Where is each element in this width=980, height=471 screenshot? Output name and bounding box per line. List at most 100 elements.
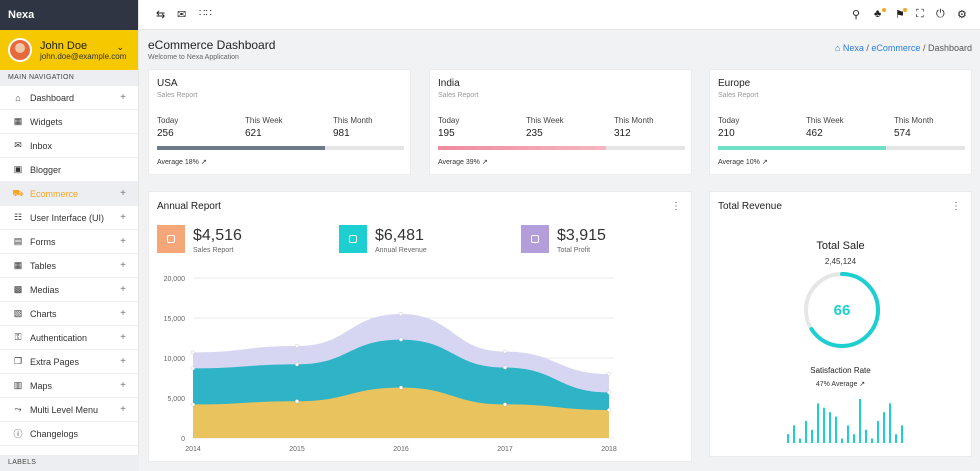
- kpi-subtitle: Sales Report: [438, 92, 479, 99]
- x-tick-label: 2017: [497, 446, 513, 453]
- satisfaction-bar: [793, 425, 795, 443]
- sidebar-item-multi-level-menu[interactable]: ⤳ Multi Level Menu +: [0, 398, 138, 422]
- sidebar-item-extra-pages[interactable]: ❐ Extra Pages +: [0, 350, 138, 374]
- data-point[interactable]: [190, 350, 196, 355]
- kpi-week-value: 235: [526, 128, 543, 139]
- user-panel[interactable]: John Doe john.doe@example.com ⌄: [0, 30, 138, 70]
- sidebar-item-tables[interactable]: ▦ Tables +: [0, 254, 138, 278]
- more-options-icon[interactable]: ⋮: [671, 201, 681, 212]
- area-series-0: [193, 387, 609, 438]
- pages-icon: ❐: [13, 356, 23, 366]
- data-point[interactable]: [606, 390, 612, 395]
- brand-logo[interactable]: Nexa: [0, 0, 138, 30]
- sidebar-item-widgets[interactable]: ▦ Widgets: [0, 110, 138, 134]
- kpi-progress-fill: [157, 146, 325, 150]
- kpi-today-label: Today: [157, 116, 179, 125]
- annual-revenue-label: Annual Revenue: [375, 247, 427, 254]
- data-point[interactable]: [502, 349, 508, 354]
- data-point[interactable]: [606, 407, 612, 413]
- expand-icon[interactable]: +: [120, 92, 126, 103]
- sidebar: Nexa John Doe john.doe@example.com ⌄ MAI…: [0, 0, 139, 471]
- user-email: john.doe@example.com: [40, 51, 127, 61]
- expand-icon[interactable]: +: [120, 188, 126, 199]
- expand-icon[interactable]: +: [120, 404, 126, 415]
- lock-icon: ⚿: [14, 332, 22, 342]
- sidebar-item-label: Charts: [30, 308, 57, 319]
- expand-icon[interactable]: +: [120, 212, 126, 223]
- sidebar-item-user-interface-ui[interactable]: ☷ User Interface (UI) +: [0, 206, 138, 230]
- data-point[interactable]: [294, 398, 300, 404]
- expand-icon[interactable]: +: [120, 284, 126, 295]
- widgets-icon: ▦: [13, 116, 23, 126]
- kpi-average: Average 18% ↗: [157, 159, 207, 166]
- kpi-month-value: 312: [614, 128, 631, 139]
- data-point[interactable]: [294, 343, 300, 349]
- satisfaction-bar: [877, 421, 879, 443]
- sidebar-item-medias[interactable]: ▩ Medias +: [0, 278, 138, 302]
- sidebar-item-label: Ecommerce: [30, 188, 79, 199]
- flag-dot: [903, 8, 907, 12]
- data-point[interactable]: [190, 366, 196, 371]
- sidebar-item-label: Forms: [30, 236, 56, 247]
- gauge-value: 66: [834, 302, 851, 319]
- avatar: [8, 38, 32, 62]
- expand-icon[interactable]: +: [120, 236, 126, 247]
- kpi-card-india: India Sales Report Today This Week This …: [429, 69, 692, 175]
- expand-icon[interactable]: +: [120, 260, 126, 271]
- expand-icon[interactable]: +: [120, 356, 126, 367]
- flag-icon[interactable]: ⚑: [895, 9, 905, 21]
- sidebar-item-ecommerce[interactable]: ⛟ Ecommerce +: [0, 182, 138, 206]
- data-point[interactable]: [398, 337, 404, 342]
- sidebar-item-forms[interactable]: ▤ Forms +: [0, 230, 138, 254]
- expand-icon[interactable]: +: [120, 380, 126, 391]
- data-point[interactable]: [294, 362, 300, 367]
- sidebar-item-authentication[interactable]: ⚿ Authentication +: [0, 326, 138, 350]
- home-icon: ⌂: [15, 92, 21, 103]
- gear-icon[interactable]: ⚙: [957, 9, 967, 21]
- data-point[interactable]: [606, 371, 612, 377]
- data-point[interactable]: [502, 402, 508, 407]
- x-tick-label: 2016: [393, 446, 409, 453]
- search-icon[interactable]: ⚲: [852, 9, 861, 21]
- total-profit-label: Total Profit: [557, 247, 591, 254]
- breadcrumb: ⌂ Nexa / eCommerce / Dashboard: [834, 43, 972, 53]
- bell-icon[interactable]: ♣: [874, 8, 882, 20]
- sidebar-item-label: Blogger: [30, 164, 62, 175]
- total-profit-value: $3,915: [557, 227, 606, 244]
- info-icon: ⓘ: [13, 429, 23, 439]
- data-point[interactable]: [190, 402, 196, 407]
- breadcrumb-ecommerce[interactable]: eCommerce: [871, 43, 921, 53]
- sales-report-label: Sales Report: [193, 247, 234, 254]
- expand-icon[interactable]: +: [120, 332, 126, 343]
- data-point[interactable]: [398, 311, 404, 317]
- sidebar-item-blogger[interactable]: ▣ Blogger: [0, 158, 138, 182]
- mail-icon[interactable]: ✉: [177, 9, 187, 21]
- blogger-icon: ▣: [13, 164, 23, 174]
- sidebar-item-changelogs[interactable]: ⓘ Changelogs: [0, 422, 138, 446]
- kpi-card-usa: USA Sales Report Today This Week This Mo…: [148, 69, 411, 175]
- sidebar-item-maps[interactable]: ▥ Maps +: [0, 374, 138, 398]
- kpi-week-label: This Week: [245, 116, 283, 125]
- apps-grid-icon[interactable]: ∷∷: [199, 8, 212, 19]
- expand-icon[interactable]: +: [120, 308, 126, 319]
- sidebar-item-inbox[interactable]: ✉ Inbox: [0, 134, 138, 158]
- chevron-down-icon[interactable]: ⌄: [116, 42, 124, 52]
- fullscreen-icon[interactable]: ⛶: [916, 8, 924, 20]
- data-point[interactable]: [502, 365, 508, 370]
- sidebar-item-dashboard[interactable]: ⌂ Dashboard +: [0, 86, 138, 110]
- kpi-progress-track: [438, 146, 685, 150]
- nav-section-title: MAIN NAVIGATION: [0, 70, 138, 86]
- power-icon[interactable]: ⏻: [936, 8, 945, 20]
- more-options-icon[interactable]: ⋮: [951, 201, 961, 212]
- kpi-average: Average 10% ↗: [718, 159, 768, 166]
- breadcrumb-nexa[interactable]: Nexa: [842, 43, 864, 53]
- kpi-week-label: This Week: [526, 116, 564, 125]
- sidebar-item-charts[interactable]: ▧ Charts +: [0, 302, 138, 326]
- satisfaction-bar: [853, 434, 855, 443]
- swap-icon[interactable]: ⇆: [156, 9, 166, 21]
- ui-icon: ☷: [13, 212, 23, 222]
- data-point[interactable]: [398, 385, 404, 390]
- total-sale-value: 2,45,124: [824, 257, 857, 266]
- kpi-month-value: 981: [333, 128, 350, 139]
- home-icon: ⌂: [834, 43, 841, 53]
